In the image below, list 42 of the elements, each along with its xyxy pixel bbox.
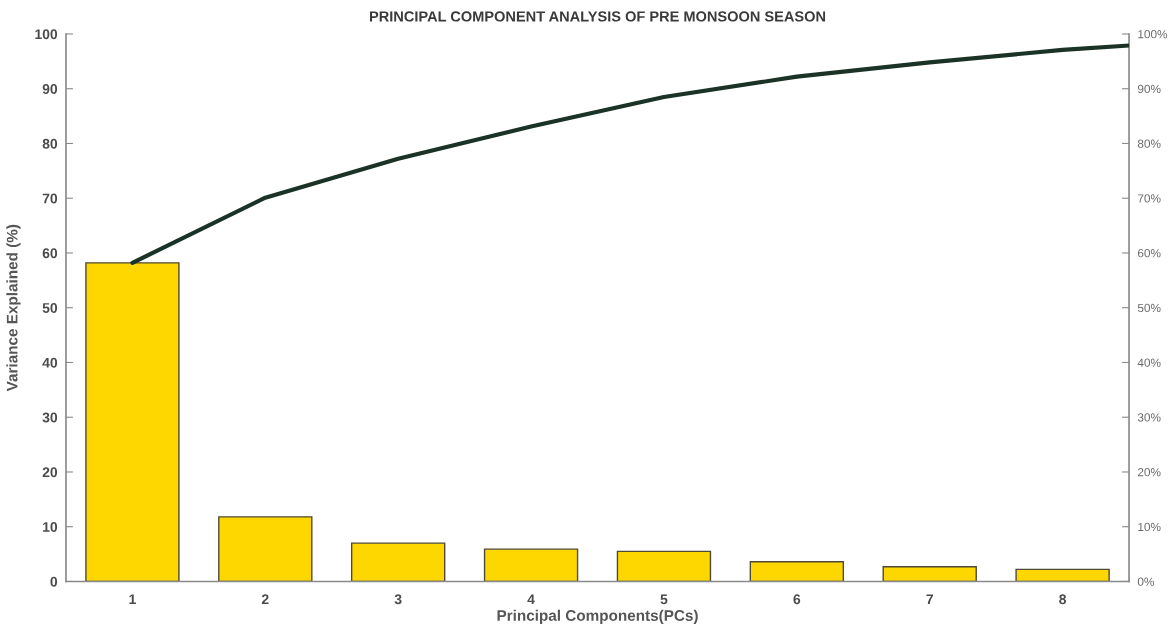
x-tick-label: 7 (926, 594, 933, 605)
x-tick-label: 5 (660, 594, 668, 605)
y2-tick-label: 40% (1137, 358, 1161, 367)
y2-tick-label: 20% (1137, 468, 1161, 477)
x-tick-label: 4 (527, 594, 535, 605)
line-series (130, 43, 1130, 265)
bar (1015, 568, 1110, 582)
y-axis-title: Variance Explained (%) (6, 224, 21, 392)
y2-tick-label: 50% (1137, 303, 1161, 313)
y2-tick-label: 30% (1137, 413, 1161, 422)
bar (85, 262, 180, 582)
bar (350, 542, 446, 582)
y-tick-label: 0 (50, 576, 58, 587)
y2-tick-label: 80% (1137, 139, 1161, 148)
y-tick-label: 60 (42, 248, 58, 259)
y-tick-label: 20 (42, 467, 58, 478)
y2-tick-label: 10% (1138, 522, 1161, 532)
x-tick-label: 8 (1059, 594, 1067, 605)
bar (882, 565, 977, 582)
y-tick-label: 70 (42, 193, 58, 204)
y-tick-label: 30 (42, 412, 58, 423)
bar (218, 516, 313, 582)
x-tick-label: 3 (394, 594, 402, 605)
bar (616, 550, 712, 582)
y-tick-label: 100 (35, 29, 58, 40)
bar (749, 561, 845, 582)
bar (483, 548, 579, 582)
x-tick-label: 2 (261, 594, 269, 605)
y2-tick-label: 0% (1137, 577, 1155, 586)
y2-tick-label: 60% (1137, 249, 1161, 258)
chart-title: PRINCIPAL COMPONENT ANALYSIS OF PRE MONSOON SEASON (369, 11, 826, 22)
y2-tick-label: 90% (1137, 84, 1161, 94)
y-tick-label: 50 (42, 303, 58, 313)
y-tick-label: 80 (42, 138, 58, 149)
x-axis-title: Principal Components(PCs) (497, 609, 698, 624)
y-tick-label: 90 (42, 84, 58, 94)
y2-tick-label: 70% (1137, 194, 1161, 203)
y-tick-label: 40 (42, 357, 58, 368)
x-tick-label: 6 (793, 594, 801, 605)
y-tick-label: 10 (43, 522, 58, 532)
y2-tick-label: 100% (1138, 30, 1168, 39)
x-tick-label: 1 (129, 594, 136, 605)
